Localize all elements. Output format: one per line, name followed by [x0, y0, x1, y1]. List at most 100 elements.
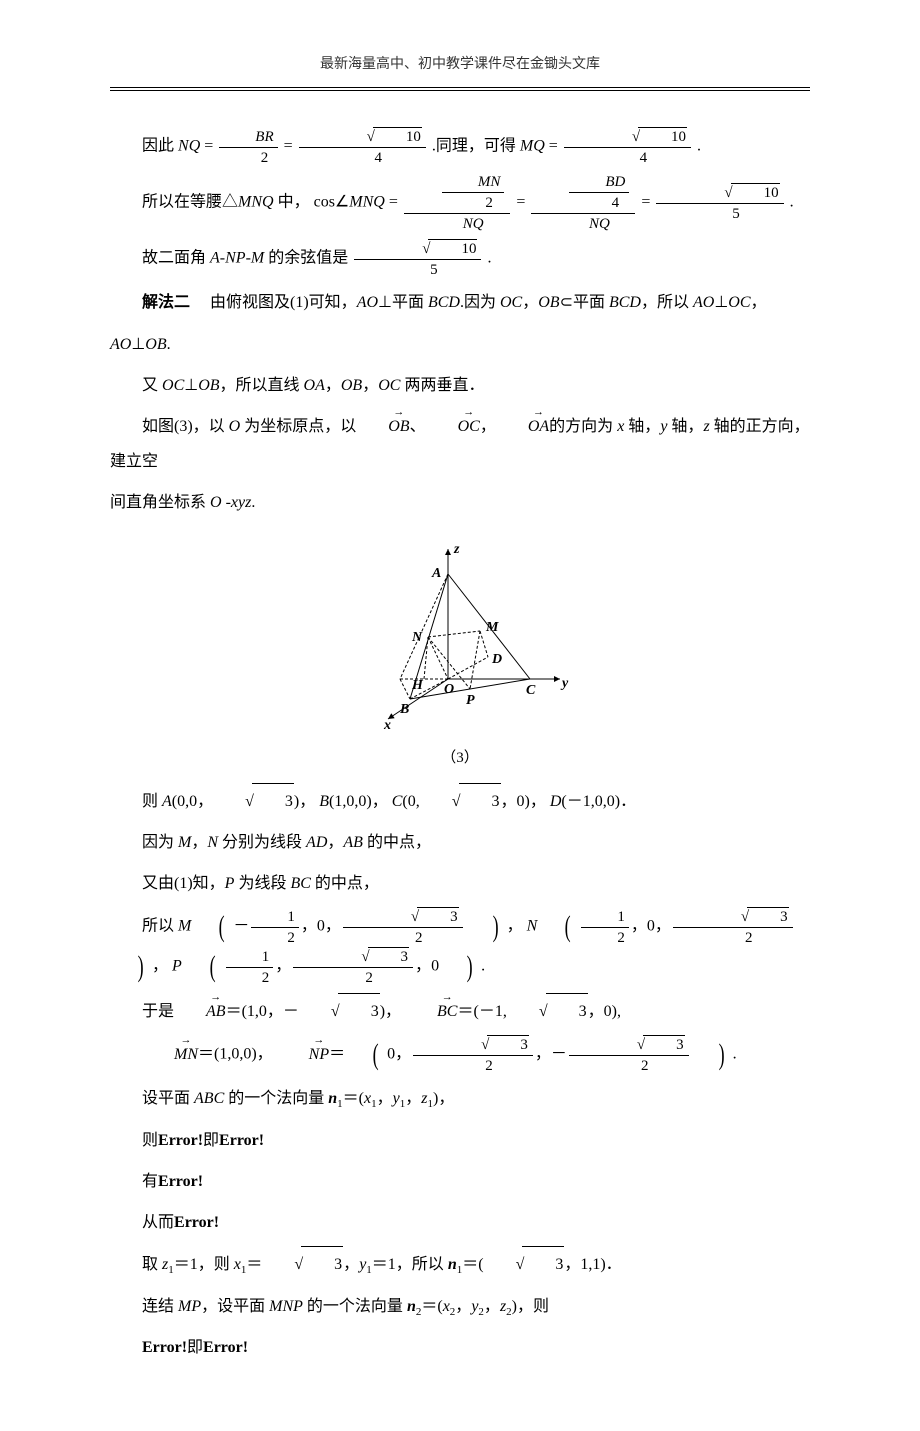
lbl-O: O	[444, 682, 454, 697]
t: )，	[380, 1003, 401, 1020]
t: ，所以	[641, 294, 693, 311]
AB: AB	[343, 834, 363, 851]
vec-oa: OA	[496, 409, 549, 444]
t: 又由(1)知，	[142, 875, 225, 892]
t: (0,	[402, 793, 419, 810]
t: .	[167, 336, 171, 353]
M: M	[178, 834, 191, 851]
d: 2	[673, 928, 793, 947]
n: 3	[293, 947, 413, 968]
s: 3	[338, 993, 380, 1029]
n: n	[328, 1090, 337, 1107]
error-line-1: 则Error!即Error!	[110, 1123, 810, 1158]
t: 的方向为	[549, 418, 617, 435]
text: .	[697, 138, 701, 155]
t: ，	[405, 1090, 421, 1107]
t: 取	[142, 1256, 162, 1273]
x: x	[234, 1256, 241, 1273]
t: ，所以直线	[220, 377, 304, 394]
t: (－1,0,0)．	[561, 793, 636, 810]
t: ，	[325, 377, 341, 394]
t: 于是	[142, 1003, 174, 1020]
t: 的一个法向量	[224, 1090, 328, 1107]
vec-ab: AB	[174, 994, 226, 1029]
t: ，	[191, 834, 207, 851]
y: y	[393, 1090, 400, 1107]
s: 3	[546, 993, 588, 1029]
lbl-B: B	[399, 702, 409, 717]
t: 两两垂直．	[400, 377, 484, 394]
t: 又	[142, 377, 162, 394]
t: 如图(3)，以	[142, 418, 229, 435]
t: ，	[362, 377, 378, 394]
t: ，	[377, 1090, 393, 1107]
t: 设平面	[142, 1090, 194, 1107]
x: x	[443, 1298, 450, 1315]
t: ＝1，则	[174, 1256, 234, 1273]
t: ⊥	[184, 377, 198, 394]
t: (0,0，	[172, 793, 213, 810]
den: 5	[656, 204, 783, 223]
midpoints-2: 又由(1)知，P 为线段 BC 的中点，	[110, 866, 810, 901]
d: 2	[413, 1056, 533, 1075]
lbl-C: C	[526, 683, 536, 698]
t: 从而	[142, 1214, 174, 1231]
eq: =	[284, 138, 297, 155]
n: 3	[569, 1035, 689, 1056]
figure-3: z A M N D H O P C y B x （3）	[110, 539, 810, 775]
num: BD4	[531, 173, 635, 214]
bcd: BCD	[428, 294, 460, 311]
ao2: AO	[693, 294, 714, 311]
BC: BC	[290, 875, 310, 892]
d: 2	[569, 1056, 689, 1075]
MNP: MNP	[269, 1298, 303, 1315]
oa: OA	[304, 377, 325, 394]
t: ⊥	[131, 336, 145, 353]
coords-line: 所以 M(－12，0，32)， N(12，0，32)， P(12，32，0).	[110, 907, 810, 987]
ao3: AO	[110, 336, 131, 353]
num: 10	[354, 239, 481, 260]
t: 因为	[142, 834, 178, 851]
num: MN2	[404, 173, 511, 214]
n: 3	[673, 907, 793, 928]
t: 所以	[142, 918, 178, 935]
t: 的一个法向量	[303, 1298, 407, 1315]
points-line: 则 A(0,0，3)， B(1,0,0)， C(0,3，0)， D(－1,0,0…	[110, 783, 810, 819]
M: M	[178, 918, 191, 935]
frac-mn2-nq: MN2 NQ	[404, 173, 511, 233]
line-5: 又 OC⊥OB，所以直线 OA，OB，OC 两两垂直．	[110, 368, 810, 403]
eq: =	[516, 194, 529, 211]
frac-sqrt10-5: 10 5	[656, 183, 783, 223]
mnq2: MNQ	[349, 194, 385, 211]
t: 分别为线段	[218, 834, 306, 851]
t: .	[251, 494, 255, 511]
text: .	[790, 194, 794, 211]
num: 10	[656, 183, 783, 204]
n: 1	[251, 908, 299, 928]
t: ，	[522, 294, 538, 311]
t: ＝(－1,	[457, 1003, 506, 1020]
t: )，	[294, 793, 315, 810]
solution-2-line2: AO⊥OB.	[110, 327, 810, 362]
z: 0	[431, 958, 439, 975]
t: 则	[142, 793, 162, 810]
AD: AD	[306, 834, 327, 851]
frac-sqrt10-5b: 10 5	[354, 239, 481, 279]
s3: 3	[522, 1246, 564, 1282]
t: 有	[142, 1173, 158, 1190]
line-3: 故二面角 A-NP-M 的余弦值是 10 5 .	[110, 239, 810, 279]
A: A	[162, 793, 172, 810]
header-rule	[110, 87, 810, 91]
line-1: 因此 NQ = BR 2 = 10 4 .同理，可得 MQ = 10 4 .	[110, 127, 810, 167]
frac-br-2: BR 2	[219, 128, 277, 167]
error-line-2: 有Error!	[110, 1164, 810, 1199]
t: )，则	[512, 1298, 549, 1315]
d: 2	[226, 968, 274, 987]
n: 3	[343, 907, 463, 928]
num: BR	[219, 128, 277, 148]
d: 2	[343, 928, 463, 947]
ob: OB	[198, 377, 219, 394]
vec-mn: MN	[142, 1037, 198, 1072]
eq: =	[389, 194, 402, 211]
vec-line-2: MN＝(1,0,0)， NP＝(0，32，－32).	[110, 1035, 810, 1075]
